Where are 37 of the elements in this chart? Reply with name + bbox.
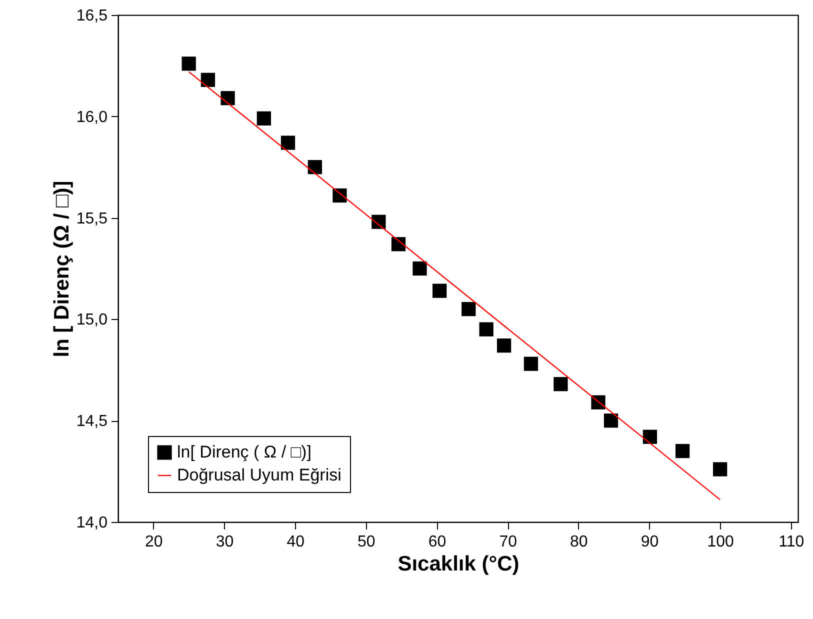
point — [496, 338, 512, 353]
y-tick-label: 14,0 — [76, 514, 108, 532]
legend-label: Doğrusal Uyum Eğrisi — [177, 466, 342, 484]
point — [432, 284, 447, 298]
point — [642, 430, 658, 444]
point — [604, 414, 618, 428]
point — [220, 91, 235, 106]
point — [675, 444, 690, 458]
x-tick-label: 80 — [570, 534, 588, 550]
x-tick-label: 20 — [145, 534, 163, 550]
point — [308, 160, 322, 174]
x-tick-label: 100 — [707, 534, 734, 550]
point — [524, 356, 538, 371]
x-axis-title: Sıcaklık (°C) — [398, 552, 520, 576]
point — [256, 111, 271, 126]
y-tick-label: 15,5 — [76, 210, 108, 228]
point — [713, 462, 728, 476]
x-tick-label: 110 — [778, 534, 804, 550]
x-tick-label: 60 — [428, 534, 446, 550]
point — [182, 56, 196, 71]
point — [412, 261, 427, 276]
y-tick-label: 15,0 — [76, 312, 108, 329]
point — [479, 322, 494, 336]
point — [462, 302, 476, 316]
legend-label: ln[ Direnç ( Ω / □)] — [177, 442, 312, 462]
point — [280, 136, 296, 150]
y-tick-label: 14,5 — [76, 413, 108, 430]
point — [554, 377, 568, 392]
x-tick-label: 90 — [640, 534, 659, 550]
point — [200, 72, 216, 87]
y-axis-title: ln [ Direnç (Ω / □)] — [50, 180, 74, 358]
x-tick-label: 50 — [358, 534, 376, 550]
y-tick-label: 16,0 — [76, 108, 108, 126]
x-tick-label: 40 — [286, 534, 305, 550]
x-tick-label: 70 — [499, 534, 518, 550]
x-tick-label: 30 — [216, 534, 234, 550]
y-tick-label: 16,5 — [76, 8, 108, 24]
